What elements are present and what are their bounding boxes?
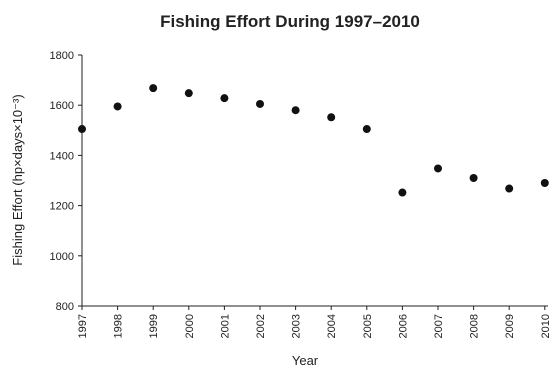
y-ticks: 800 1000 1200 1400 1600 1800: [50, 50, 82, 313]
data-point-2009: [505, 184, 514, 193]
data-point-2007: [434, 164, 442, 173]
x-tick-label: 2001: [219, 314, 231, 338]
data-point-2001: [220, 94, 229, 103]
y-tick-label: 1800: [50, 50, 74, 62]
data-point-2004: [327, 113, 336, 122]
x-ticks: 1997 1998 1999 2000 2001 2002 2003 2004 2005 2006…: [77, 306, 552, 338]
x-tick-label: 1997: [77, 314, 89, 338]
x-tick-label: 1999: [148, 314, 160, 338]
x-tick-label: 2005: [362, 314, 374, 338]
chart-title: Fishing Effort During 1997–2010: [160, 12, 420, 31]
data-point-2002: [256, 99, 264, 108]
x-tick-label: 2003: [291, 314, 303, 338]
x-tick-label: 2007: [433, 314, 445, 338]
x-tick-label: 2002: [255, 314, 267, 338]
data-points: [78, 84, 549, 197]
x-tick-label: 2004: [326, 314, 338, 338]
axes: [81, 55, 548, 307]
y-tick-label: 800: [56, 301, 74, 313]
y-tick-label: 1200: [50, 201, 74, 213]
data-point-1999: [149, 84, 158, 93]
x-tick-label: 2008: [469, 314, 481, 338]
data-point-1998: [113, 102, 122, 111]
y-axis-label: Fishing Effort (hp×days×10⁻³): [10, 94, 25, 265]
x-tick-label: 2000: [184, 314, 196, 338]
x-tick-label: 2006: [397, 314, 409, 338]
x-tick-label: 2009: [504, 314, 516, 338]
y-tick-label: 1600: [50, 100, 74, 112]
data-point-2008: [469, 173, 478, 182]
data-point-2010: [540, 179, 549, 188]
data-point-2000: [184, 89, 193, 98]
y-tick-label: 1000: [50, 251, 74, 263]
data-point-2003: [291, 106, 300, 115]
data-point-1997: [78, 125, 86, 134]
x-tick-label: 2010: [540, 314, 552, 338]
y-tick-label: 1400: [50, 150, 74, 162]
data-point-2005: [362, 125, 371, 134]
data-point-2006: [398, 188, 407, 197]
x-axis-label: Year: [292, 353, 319, 368]
x-tick-label: 1998: [113, 314, 125, 338]
